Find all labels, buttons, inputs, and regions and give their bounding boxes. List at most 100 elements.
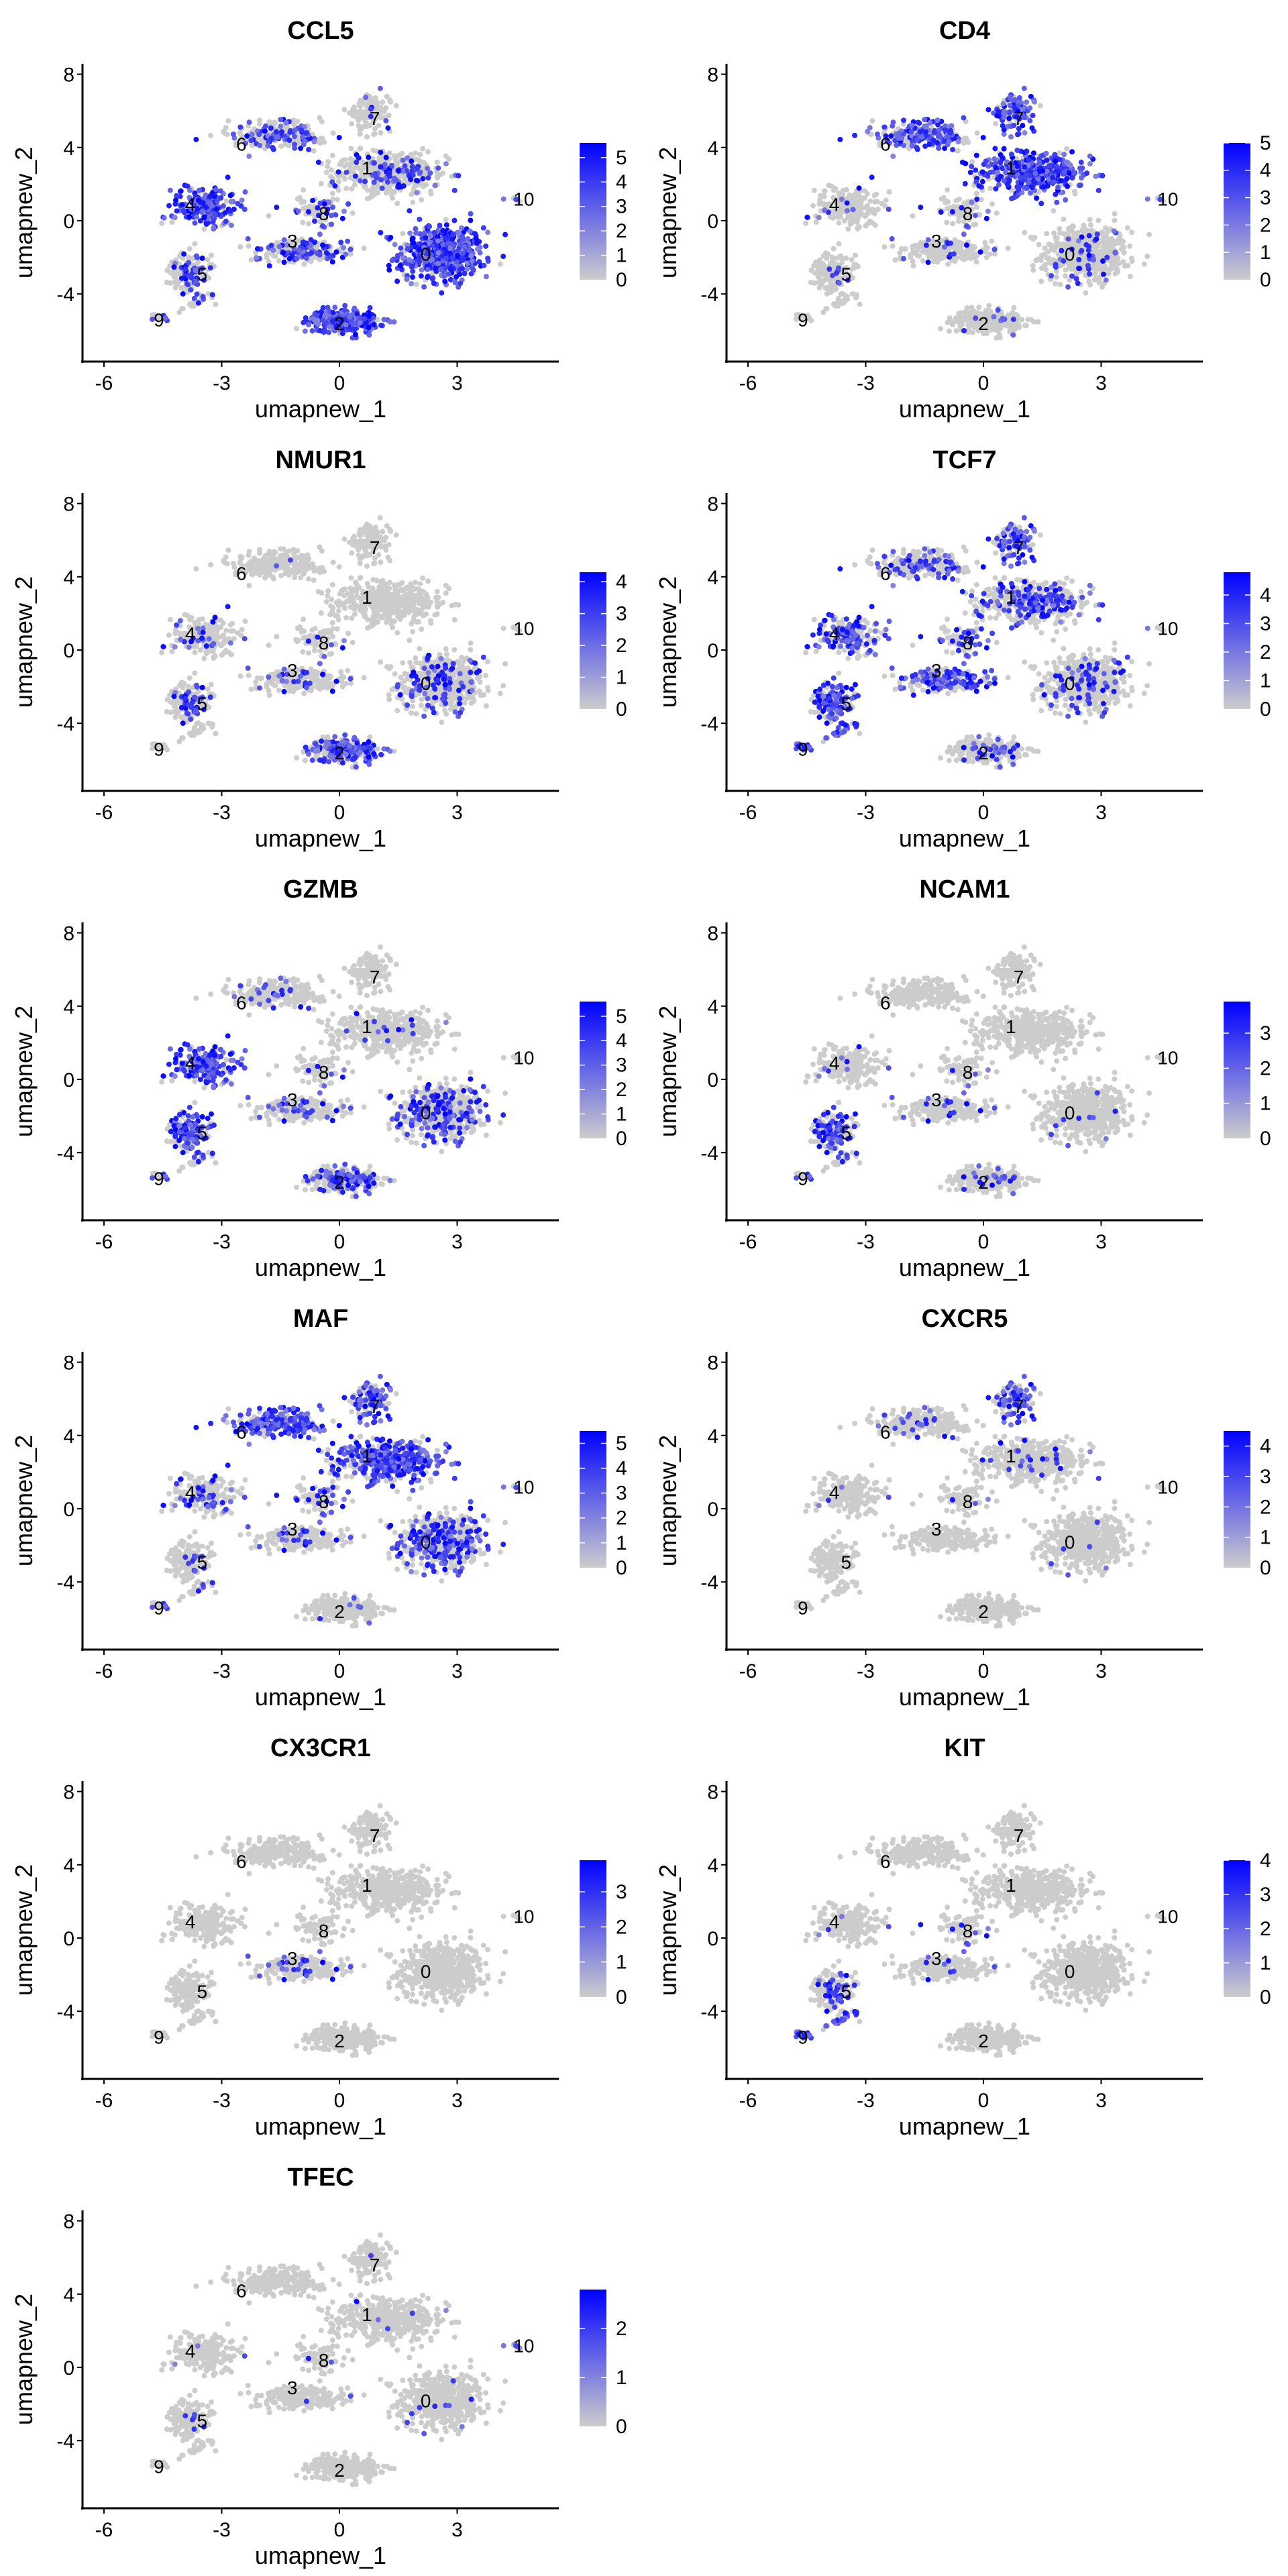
cell-point	[320, 242, 326, 248]
cell-point	[969, 206, 975, 212]
cell-point	[1036, 241, 1042, 248]
cell-point	[942, 146, 948, 152]
cell-point	[977, 249, 983, 255]
cell-point	[244, 133, 250, 139]
cell-point	[449, 704, 455, 710]
cell-point	[852, 252, 858, 258]
cell-point	[400, 685, 406, 691]
cell-point	[918, 205, 924, 211]
cell-point	[883, 197, 889, 203]
cell-point	[1029, 184, 1035, 191]
cell-point	[207, 193, 213, 199]
cell-point	[203, 192, 209, 198]
cell-point	[1091, 245, 1097, 251]
cell-point	[992, 161, 998, 167]
cell-point	[368, 97, 374, 103]
cell-point	[462, 673, 468, 679]
cell-point	[962, 180, 968, 186]
cell-point	[973, 179, 979, 185]
cell-point	[340, 327, 346, 333]
cell-point	[310, 254, 316, 260]
cell-point	[301, 199, 307, 205]
cell-point	[820, 270, 826, 276]
cell-point	[991, 156, 998, 162]
cell-point	[427, 223, 433, 229]
cell-point	[434, 159, 440, 165]
cell-point	[433, 266, 439, 272]
cell-point	[974, 130, 980, 136]
cell-point	[941, 195, 947, 201]
cell-point	[956, 197, 962, 203]
cell-point	[292, 142, 298, 148]
cell-point	[298, 146, 304, 152]
cell-point	[950, 146, 956, 152]
cell-point	[354, 311, 360, 317]
cell-point	[435, 260, 441, 266]
cell-point	[1086, 233, 1092, 239]
cell-point	[421, 244, 427, 250]
cell-point	[954, 254, 960, 260]
cell-point	[1076, 256, 1082, 262]
cell-point	[256, 121, 262, 127]
cell-point	[378, 130, 384, 136]
cell-point	[1069, 266, 1075, 272]
cell-point	[881, 124, 888, 130]
cell-point	[857, 301, 863, 307]
cell-point	[399, 266, 405, 272]
cell-point	[1037, 103, 1043, 109]
cell-point	[328, 174, 334, 180]
cell-point	[871, 193, 877, 199]
legend-tick-label: 2	[1260, 214, 1271, 236]
cell-point	[1093, 274, 1099, 280]
cell-point	[477, 679, 483, 685]
cell-point	[274, 239, 280, 246]
cell-point	[418, 702, 424, 708]
cell-point	[350, 335, 356, 341]
cell-point	[973, 315, 979, 321]
cell-point	[315, 159, 321, 165]
cell-point	[955, 218, 961, 224]
cell-point	[385, 179, 391, 185]
cell-point	[1020, 123, 1026, 129]
cell-point	[938, 325, 944, 331]
cell-point	[956, 241, 962, 248]
cell-point	[884, 138, 890, 144]
cell-point	[1004, 159, 1010, 165]
cell-point	[274, 205, 280, 211]
cell-point	[1066, 230, 1072, 236]
cell-point	[333, 212, 339, 218]
cell-point	[914, 145, 920, 151]
cell-point	[292, 127, 298, 133]
cell-point	[872, 199, 878, 205]
cell-point	[1066, 170, 1072, 176]
cell-point	[451, 647, 458, 653]
cell-point	[366, 332, 372, 338]
cell-point	[863, 223, 869, 229]
cell-point	[209, 203, 215, 209]
cell-point	[971, 323, 977, 329]
cell-point	[922, 143, 928, 149]
cell-point	[1101, 262, 1107, 268]
cell-point	[1053, 164, 1059, 170]
cell-point	[853, 262, 859, 268]
cell-point	[1001, 146, 1007, 152]
cell-point	[303, 255, 309, 261]
cell-point	[194, 291, 200, 297]
cell-point	[1036, 168, 1042, 174]
cell-point	[405, 676, 411, 682]
cell-point	[1079, 248, 1085, 254]
cell-point	[440, 227, 446, 233]
cell-point	[426, 250, 432, 256]
cell-point	[413, 150, 419, 156]
cell-point	[1031, 319, 1037, 325]
cell-point	[290, 117, 297, 123]
cell-point	[816, 215, 822, 221]
cell-point	[934, 121, 941, 127]
cell-point	[176, 253, 182, 259]
cell-point	[938, 256, 944, 262]
cell-point	[405, 155, 411, 161]
cell-point	[973, 191, 979, 197]
cell-point	[830, 195, 837, 201]
cell-point	[164, 280, 170, 286]
cell-point	[294, 325, 300, 331]
